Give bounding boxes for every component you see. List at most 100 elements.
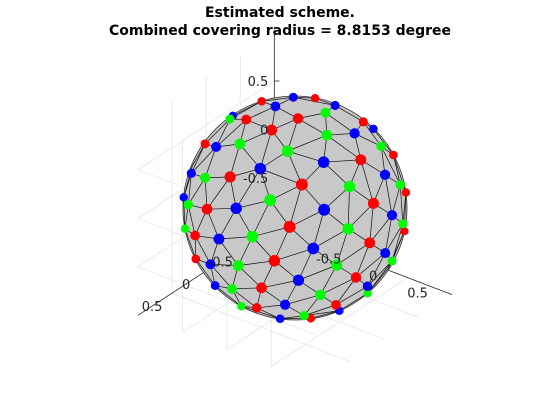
red-point [191, 254, 201, 264]
blue-point [380, 248, 391, 259]
blue-point [230, 202, 242, 215]
mesh-edge [367, 252, 386, 287]
mesh-edge [261, 96, 294, 102]
y-tick-label: 0 [182, 278, 190, 293]
x-tick-label: 0 [369, 270, 377, 285]
blue-point [254, 162, 267, 175]
green-point [234, 138, 246, 150]
mesh-edge [183, 197, 186, 229]
mesh-edge [320, 277, 357, 296]
mesh-edge [231, 288, 257, 309]
blue-point [317, 156, 330, 168]
red-point [201, 203, 213, 215]
mesh-edge [334, 105, 364, 123]
mesh-edge [312, 209, 325, 249]
z-tick-label: 0 [260, 123, 268, 138]
red-point [364, 237, 376, 249]
grid-line [137, 80, 275, 171]
y-tick-label: 0.5 [142, 300, 163, 315]
green-point [387, 256, 397, 266]
mesh-edge [380, 146, 401, 185]
blue-point [179, 193, 188, 202]
mesh-edge [325, 112, 355, 134]
z-tick-label: -0.5 [243, 172, 268, 187]
mesh-edge [367, 260, 393, 287]
mesh-edge [363, 121, 382, 147]
mesh-edge [297, 118, 327, 136]
blue-point [288, 92, 298, 102]
red-point [266, 124, 278, 136]
red-point [268, 255, 281, 267]
mesh-edge [261, 279, 299, 289]
mesh-edge [187, 177, 206, 205]
mesh-edge [336, 228, 349, 266]
mesh-edge [274, 226, 290, 261]
mesh-edge [232, 100, 262, 117]
blue-point [292, 274, 305, 286]
scheme-points [179, 92, 411, 324]
mesh-edge [187, 204, 196, 236]
mesh-edge [187, 173, 192, 205]
mesh-edge [347, 203, 374, 230]
tick-labels: 0.5 0 -0.5 0.5 0 -0.5 0 0.5 -0.5 [142, 75, 428, 315]
blue-point [379, 169, 391, 180]
mesh-edge [335, 277, 357, 306]
red-point [401, 188, 411, 197]
mesh-edge [204, 118, 231, 145]
mesh-edge [326, 134, 362, 161]
blue-point [330, 100, 340, 110]
mesh-edge [287, 150, 303, 185]
red-point [257, 96, 267, 106]
red-point [331, 300, 341, 310]
blue-point [275, 314, 285, 324]
mesh-edge [355, 252, 386, 278]
green-point [363, 288, 372, 298]
green-point [331, 259, 343, 271]
green-point [225, 114, 235, 124]
mesh-edge [210, 263, 233, 290]
mesh-edge [191, 143, 206, 174]
mesh-edge [238, 260, 275, 266]
red-point [358, 117, 368, 127]
mesh-edge [215, 118, 231, 148]
red-point [389, 150, 398, 160]
mesh-edge [259, 129, 272, 169]
mesh-edge [298, 264, 337, 281]
mesh-edge [384, 215, 393, 254]
blue-point [270, 101, 281, 112]
mesh-edge [384, 174, 393, 216]
red-point [295, 178, 308, 191]
mesh-edge [384, 223, 404, 254]
red-point [310, 94, 320, 103]
grid-line [271, 277, 408, 367]
blue-point [369, 124, 378, 134]
green-point [281, 145, 294, 157]
mesh-edge [320, 264, 337, 296]
red-point [292, 113, 304, 124]
x-tick-label: -0.5 [316, 253, 341, 268]
mesh-edge [310, 310, 340, 319]
chart-title-line1: Estimated scheme. [205, 5, 355, 21]
mesh-edge [246, 106, 276, 120]
mesh-edge [260, 168, 302, 185]
mesh-edge [360, 159, 374, 204]
mesh-edge [218, 208, 237, 240]
red-point [251, 303, 262, 313]
mesh-edge [303, 304, 337, 316]
green-point [342, 223, 354, 235]
mesh-edge [241, 305, 281, 320]
green-point [315, 289, 326, 301]
red-point [306, 314, 316, 323]
red-point [400, 227, 409, 236]
mesh-edge [323, 161, 350, 187]
blue-point [205, 259, 216, 270]
red-point [241, 114, 252, 125]
blue-point [362, 281, 373, 292]
green-point [264, 194, 277, 207]
blue-point [210, 281, 220, 290]
blue-point [280, 299, 291, 310]
mesh-edge [285, 294, 321, 306]
mesh-edge [339, 292, 368, 312]
x-tick-label: 0.5 [407, 287, 428, 302]
